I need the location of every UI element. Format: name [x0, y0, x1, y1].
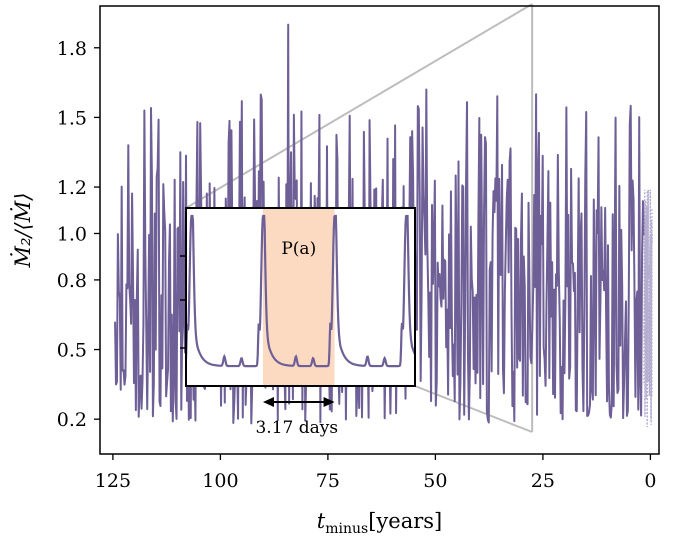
y-tick-label: 0.8: [57, 270, 87, 292]
period-arrow: [263, 397, 335, 407]
x-axis-label-unit: [years]: [368, 509, 442, 533]
inset-ticks: [180, 255, 186, 349]
x-tick-label: 25: [531, 470, 555, 492]
x-tick-label: 125: [95, 470, 131, 492]
x-axis-label-main: t: [317, 509, 326, 533]
y-axis-ticks: 0.2 0.5 0.8 1.0 1.2 1.5 1.8: [57, 38, 100, 431]
zoom-connector-top: [185, 3, 533, 209]
y-tick-label: 1.2: [57, 177, 87, 199]
x-axis-ticks: 125 100 75 50 25 0: [95, 454, 656, 492]
y-tick-label: 0.5: [57, 340, 87, 362]
inset-curve: [184, 214, 416, 368]
inset-period-highlight: [263, 209, 335, 385]
x-tick-label: 100: [202, 470, 238, 492]
x-tick-label: 75: [316, 470, 340, 492]
y-tick-label: 1.5: [57, 107, 87, 129]
inset-frame: [185, 207, 416, 387]
x-axis-label: tminus[years]: [317, 509, 442, 537]
period-arrow-head-right: [323, 397, 335, 407]
y-axis-label: Ṁ₂/⟨Ṁ⟩: [11, 193, 35, 269]
x-tick-label: 0: [644, 470, 656, 492]
zoom-connector-bottom: [414, 385, 533, 433]
plot-frame: [99, 5, 660, 455]
period-arrow-head-left: [263, 397, 274, 407]
y-tick-label: 1.8: [57, 38, 87, 60]
x-axis-label-sub: minus: [325, 521, 368, 537]
inset-label: P(a): [281, 239, 316, 259]
period-label: 3.17 days: [255, 418, 338, 438]
x-tick-label: 50: [423, 470, 447, 492]
series-line-extrapolated: [643, 189, 653, 428]
inset-panel: P(a): [180, 207, 416, 387]
y-tick-label: 1.0: [57, 223, 87, 245]
y-tick-label: 0.2: [57, 409, 87, 431]
